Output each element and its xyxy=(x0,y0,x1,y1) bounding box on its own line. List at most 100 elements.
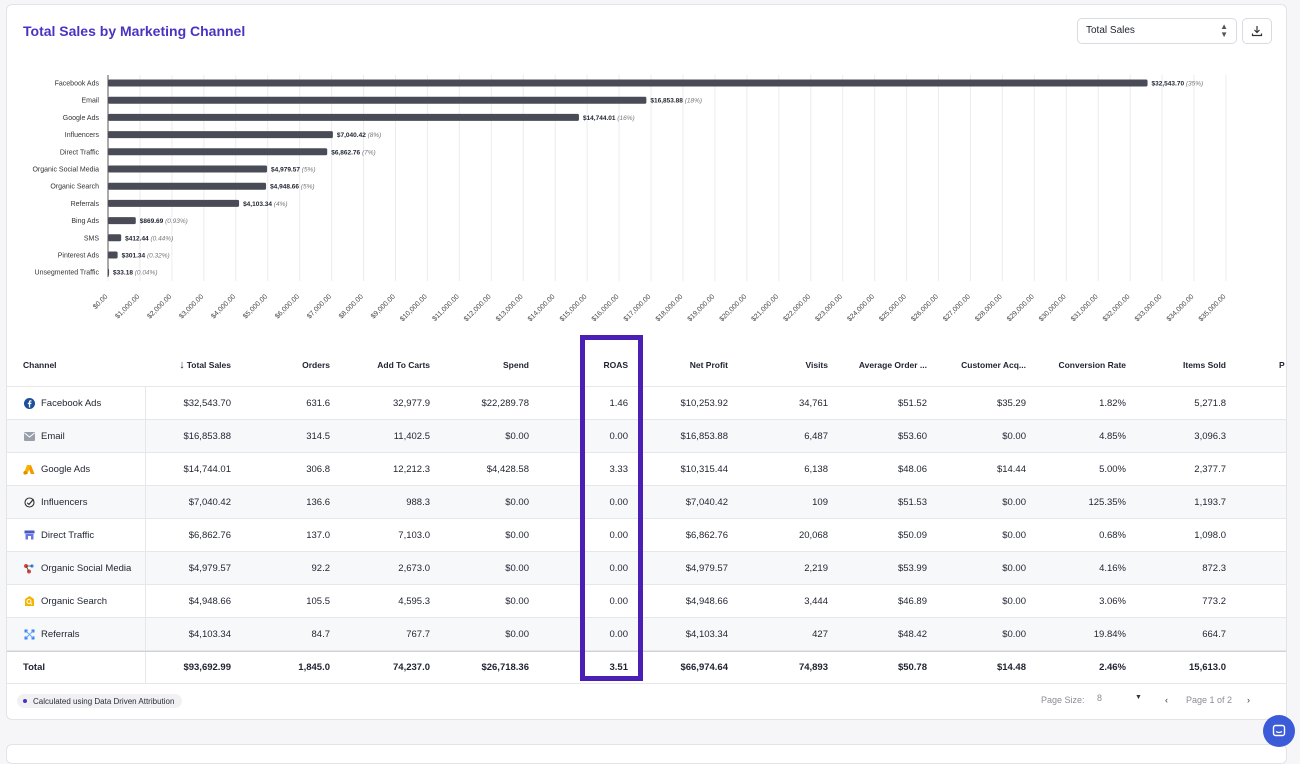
total-cell: $50.78 xyxy=(837,652,927,683)
bar-value-label: $33.18 (0.04%) xyxy=(113,270,157,277)
x-tick-label: $28,000.00 xyxy=(974,293,1004,323)
column-header[interactable]: Average Order ... xyxy=(837,343,927,386)
table-row[interactable]: Google Ads $14,744.01 306.8 12,212.3 $4,428.… xyxy=(7,453,1286,486)
table-cell: 4.16% xyxy=(1037,552,1126,584)
table-row[interactable]: Direct Traffic $6,862.76 137.0 7,103.0 $0.00… xyxy=(7,519,1286,552)
table-cell-text: $7,040.42 xyxy=(685,496,728,508)
total-cell: 2.46% xyxy=(1037,652,1126,683)
table-cell-text: 4.16% xyxy=(1099,562,1126,574)
bar xyxy=(108,165,268,173)
total-cell-text: 74,893 xyxy=(798,662,828,673)
channel-name: Facebook Ads xyxy=(23,387,145,419)
table-cell-text: 12,212.3 xyxy=(393,463,430,475)
table-cell-text: 92.2 xyxy=(311,562,331,574)
column-header[interactable]: Net Profit xyxy=(647,343,728,386)
bar-pct-label: (5%) xyxy=(302,167,316,174)
bar-pct-label: (7%) xyxy=(362,149,376,156)
page-info: Page 1 of 2 xyxy=(1186,695,1233,705)
column-header[interactable]: Customer Acq... xyxy=(937,343,1026,386)
table-cell-text: $0.00 xyxy=(505,496,529,508)
table-cell-text: $51.52 xyxy=(897,397,927,409)
x-tick-label: $6,000.00 xyxy=(274,293,301,320)
table-cell: $53.99 xyxy=(837,552,927,584)
table-cell-text: 136.6 xyxy=(306,496,330,508)
x-tick-label: $15,000.00 xyxy=(559,293,589,323)
table-cell-text: $53.99 xyxy=(897,562,927,574)
table-row[interactable]: Organic Search $4,948.66 105.5 4,595.3 $0.00… xyxy=(7,585,1286,618)
table-cell: $50.09 xyxy=(837,519,927,551)
table-cell-text: 2,377.7 xyxy=(1194,463,1226,475)
attribution-text: Calculated using Data Driven Attribution xyxy=(33,696,175,706)
table-cell: $6,862.76 xyxy=(647,519,728,551)
table-cell-text: $14.44 xyxy=(996,463,1026,475)
download-button[interactable] xyxy=(1242,18,1272,44)
x-tick-label: $20,000.00 xyxy=(719,293,749,323)
column-header[interactable]: Orders xyxy=(247,343,330,386)
column-header[interactable]: Conversion Rate xyxy=(1037,343,1126,386)
table-cell-text: 7,103.0 xyxy=(398,529,430,541)
referrals-icon xyxy=(23,628,35,640)
total-cell-text: $14.48 xyxy=(996,662,1026,673)
bar xyxy=(108,113,579,121)
next-page-icon[interactable]: › xyxy=(1247,695,1250,705)
column-header[interactable]: Channel xyxy=(23,343,145,386)
table-cell-text: $0.00 xyxy=(1002,430,1026,442)
category-label: Referrals xyxy=(71,201,100,208)
column-header-text: Customer Acq... xyxy=(961,359,1026,370)
table-row[interactable]: Influencers $7,040.42 136.6 988.3 $0.00 0.00 $… xyxy=(7,486,1286,519)
bar xyxy=(108,182,267,190)
table-cell-text: 427 xyxy=(812,628,828,640)
table-cell-text: $4,428.58 xyxy=(486,463,529,475)
table-cell-text: $0.00 xyxy=(505,628,529,640)
table-cell: 872.3 xyxy=(1137,552,1226,584)
column-header[interactable]: Spend xyxy=(437,343,529,386)
column-divider xyxy=(145,387,146,419)
table-row[interactable]: Organic Social Media $4,979.57 92.2 2,673.0… xyxy=(7,552,1286,585)
organic-search-icon xyxy=(23,595,35,607)
bar-pct-label: (0.32%) xyxy=(147,253,170,260)
column-header[interactable]: ↓ Total Sales xyxy=(147,343,231,386)
table-cell: $0.00 xyxy=(437,486,529,518)
table-cell: 34,761 xyxy=(737,387,828,419)
x-tick-label: $25,000.00 xyxy=(878,293,908,323)
table-cell: 5.00% xyxy=(1037,453,1126,485)
column-header[interactable]: ROAS xyxy=(593,343,628,386)
category-label: Direct Traffic xyxy=(60,149,100,156)
page-size-select[interactable]: 8 ▼ xyxy=(1097,693,1155,707)
bar xyxy=(108,79,1148,87)
bar-pct-label: (5%) xyxy=(301,184,315,191)
column-header[interactable]: P xyxy=(1279,343,1286,386)
total-cell: 15,613.0 xyxy=(1137,652,1226,683)
table-cell-text: $10,253.92 xyxy=(680,397,728,409)
table-cell-text: 125.35% xyxy=(1088,496,1126,508)
chat-button[interactable] xyxy=(1263,715,1295,747)
table-cell-text: 767.7 xyxy=(406,628,430,640)
table-cell: 1,193.7 xyxy=(1137,486,1226,518)
metric-select[interactable]: Total Sales ▲ ▼ xyxy=(1077,18,1237,44)
column-header[interactable]: Add To Carts xyxy=(337,343,430,386)
channel-name: Influencers xyxy=(23,486,145,518)
column-divider xyxy=(145,453,146,485)
table-cell: $51.52 xyxy=(837,387,927,419)
table-cell-text: $6,862.76 xyxy=(188,529,231,541)
channel-name-text: Google Ads xyxy=(41,463,91,475)
column-header[interactable]: Items Sold xyxy=(1137,343,1226,386)
table-row[interactable]: Facebook Ads $32,543.70 631.6 32,977.9 $22,2… xyxy=(7,387,1286,420)
table-cell-text: 1.46 xyxy=(609,397,629,409)
table-cell-text: 6,487 xyxy=(804,430,828,442)
table-row[interactable]: Email $16,853.88 314.5 11,402.5 $0.00 0.00 $16… xyxy=(7,420,1286,453)
table-cell-text: 5,271.8 xyxy=(1194,397,1226,409)
table-cell-text: $53.60 xyxy=(897,430,927,442)
bar xyxy=(108,131,333,139)
facebook-icon xyxy=(23,397,35,409)
x-tick-label: $19,000.00 xyxy=(687,293,717,323)
table-cell-text: 3,444 xyxy=(804,595,828,607)
table-cell-text: 988.3 xyxy=(406,496,430,508)
table-row[interactable]: Referrals $4,103.34 84.7 767.7 $0.00 0.00 $4,1… xyxy=(7,618,1286,651)
total-label-text: Total xyxy=(23,662,45,673)
table-cell: 3.06% xyxy=(1037,585,1126,617)
category-label: Unsegmented Traffic xyxy=(35,270,100,277)
x-tick-label: $30,000.00 xyxy=(1038,293,1068,323)
column-header[interactable]: Visits xyxy=(737,343,828,386)
prev-page-icon[interactable]: ‹ xyxy=(1165,695,1168,705)
